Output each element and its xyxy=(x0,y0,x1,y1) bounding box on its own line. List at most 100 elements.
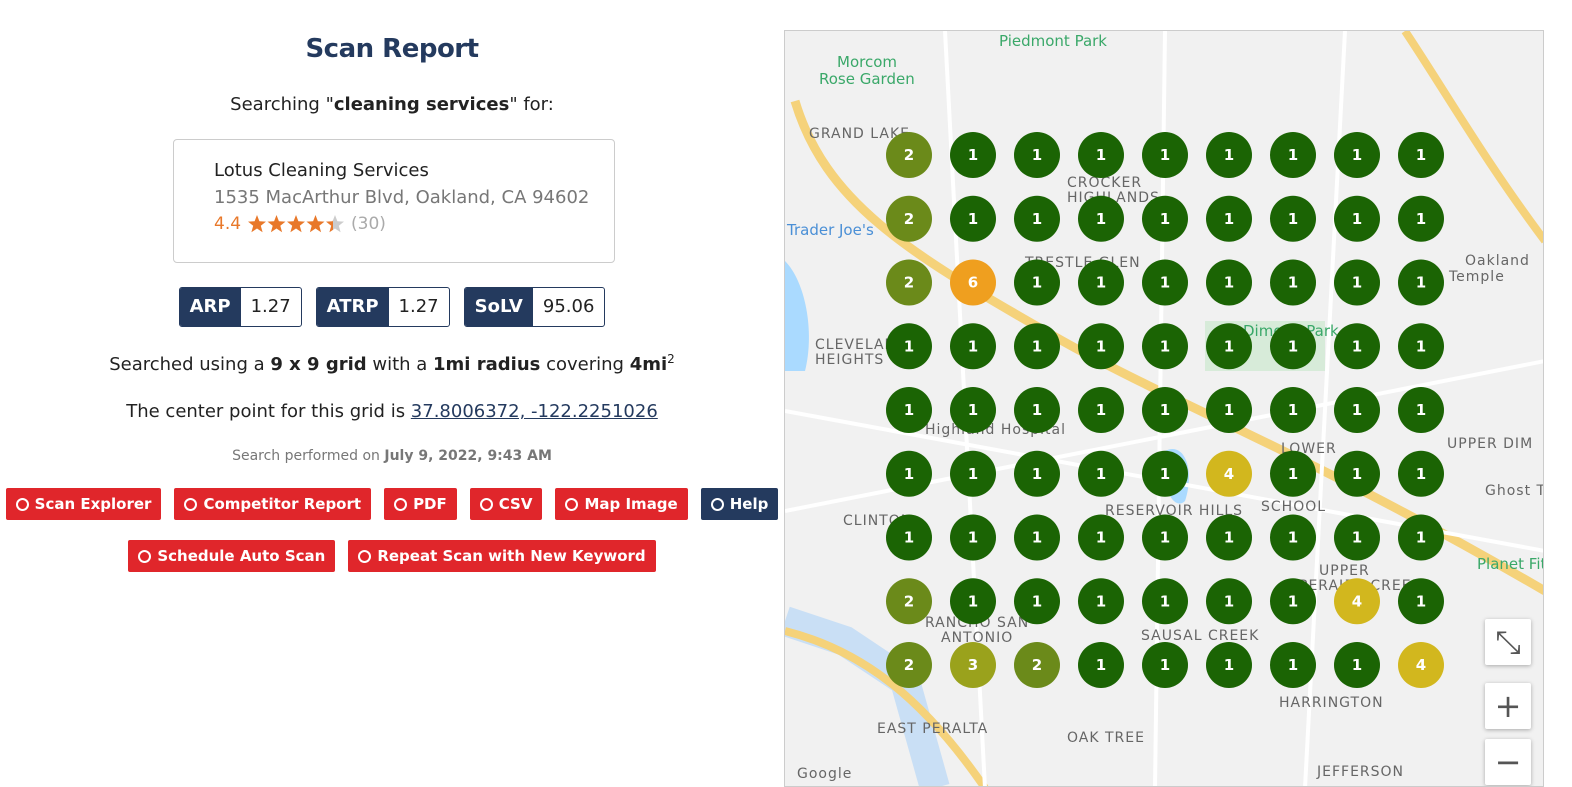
rank-label: 1 xyxy=(1032,274,1042,292)
rank-pin xyxy=(886,514,932,561)
rank-label: 1 xyxy=(1032,401,1042,419)
metric-value: 1.27 xyxy=(398,296,439,317)
rank-pin xyxy=(1014,514,1060,561)
rank-label: 1 xyxy=(1352,337,1362,355)
rank-pin xyxy=(1206,642,1252,688)
zoom-out-button[interactable]: − xyxy=(1485,739,1531,785)
rank-label: 1 xyxy=(904,529,914,547)
rank-pin xyxy=(1206,514,1252,561)
fullscreen-button[interactable]: ⤡ xyxy=(1485,619,1531,665)
button[interactable]: CSV xyxy=(469,488,543,520)
rank-label: 1 xyxy=(1352,529,1362,547)
icon xyxy=(15,497,29,511)
rank-label: 1 xyxy=(1160,465,1170,483)
freeway xyxy=(1401,31,1543,244)
map-label: GRAND LAKE xyxy=(809,126,910,142)
rank-pin xyxy=(1398,450,1444,497)
rank-label: 1 xyxy=(1096,210,1106,228)
review-count: (30) xyxy=(351,214,386,234)
zoom-in-button[interactable]: + xyxy=(1485,683,1531,729)
area: 4mi xyxy=(629,354,668,375)
rank-pin xyxy=(886,132,932,178)
rank-label: 1 xyxy=(904,401,914,419)
rank-pin xyxy=(886,387,932,433)
button[interactable]: Scan Explorer xyxy=(5,488,162,520)
rank-pin xyxy=(1142,642,1188,688)
rank-label: 1 xyxy=(1224,337,1234,355)
rank-label: 1 xyxy=(1416,210,1426,228)
title: Scan Report xyxy=(305,34,479,64)
stars xyxy=(248,215,345,233)
metric-label: SoLV xyxy=(464,288,533,326)
rank-label: 1 xyxy=(1096,337,1106,355)
performed-line: Search performed on July 9, 2022, 9:43 A… xyxy=(0,448,784,464)
text: The center point for this grid is xyxy=(126,401,411,422)
rank-label: 1 xyxy=(1096,465,1106,483)
map-label: Morcom xyxy=(837,53,897,71)
button-label: PDF xyxy=(413,495,447,513)
icon xyxy=(710,497,724,511)
rank-label: 1 xyxy=(1096,401,1106,419)
rank-pin xyxy=(1206,132,1252,178)
rank-pin xyxy=(1014,259,1060,306)
rank-label: 1 xyxy=(1160,274,1170,292)
rank-pin xyxy=(1334,450,1380,497)
map-label: Google xyxy=(797,766,852,782)
rank-label: 1 xyxy=(1352,656,1362,674)
rank-pin xyxy=(1014,642,1060,688)
rank-pin xyxy=(1334,259,1380,306)
rank-pin xyxy=(1334,195,1380,242)
rank-label: 1 xyxy=(1416,529,1426,547)
rank-label: 1 xyxy=(1096,529,1106,547)
rank-label: 1 xyxy=(1032,592,1042,610)
metric: SoLV 95.06 xyxy=(463,287,606,327)
rank-pin xyxy=(1270,642,1316,688)
rank-pin xyxy=(1270,195,1316,242)
rank-label: 6 xyxy=(968,274,978,292)
metric: ATRP 1.27 xyxy=(315,287,450,327)
rank-label: 1 xyxy=(1160,146,1170,164)
text: Search performed on xyxy=(232,448,385,464)
rank-label: 3 xyxy=(968,656,978,674)
rank-pin xyxy=(1398,387,1444,433)
rank-label: 1 xyxy=(1032,337,1042,355)
star xyxy=(248,215,267,233)
rank-label: 4 xyxy=(1224,465,1234,483)
button[interactable]: Competitor Report xyxy=(174,488,372,520)
rank-label: 1 xyxy=(1416,146,1426,164)
rank-pin xyxy=(1270,450,1316,497)
water xyxy=(785,606,950,786)
rank-pin xyxy=(1270,132,1316,178)
map-label: SAUSAL CREEK xyxy=(1141,628,1259,644)
button-label: CSV xyxy=(498,495,533,513)
rank-pin xyxy=(950,514,996,561)
rank-label: 2 xyxy=(904,210,914,228)
rank-pin xyxy=(1206,259,1252,306)
metric-value: 1.27 xyxy=(250,296,291,317)
icon xyxy=(565,497,579,511)
map-label: UPPER DIM xyxy=(1447,436,1533,452)
rank-pin xyxy=(1142,195,1188,242)
icon xyxy=(184,497,198,511)
button[interactable]: PDF xyxy=(384,488,457,520)
rank-pin xyxy=(1078,578,1124,625)
coords-link[interactable]: 37.8006372, -122.2251026 xyxy=(410,401,658,422)
rank-label: 1 xyxy=(1288,401,1298,419)
button[interactable]: Map Image xyxy=(555,488,688,520)
button[interactable]: Schedule Auto Scan xyxy=(128,540,336,572)
rank-label: 1 xyxy=(968,529,978,547)
rank-label: 1 xyxy=(968,337,978,355)
map-label: SCHOOL xyxy=(1261,499,1326,515)
grid-size: 9 x 9 grid xyxy=(270,354,367,375)
rank-pin xyxy=(1334,387,1380,433)
rank-pin xyxy=(886,642,932,688)
metric-label: ARP xyxy=(179,288,241,326)
rank-label: 1 xyxy=(1160,210,1170,228)
rating-row: 4.4 (30) xyxy=(214,214,614,234)
button[interactable]: Repeat Scan with New Keyword xyxy=(348,540,656,572)
button-label: Help xyxy=(729,495,769,513)
rank-pin xyxy=(1078,195,1124,242)
rank-pin xyxy=(1334,323,1380,370)
button[interactable]: Help xyxy=(700,488,779,520)
